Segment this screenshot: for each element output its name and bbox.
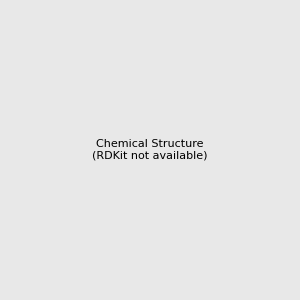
Text: Chemical Structure
(RDKit not available): Chemical Structure (RDKit not available) [92, 139, 208, 161]
